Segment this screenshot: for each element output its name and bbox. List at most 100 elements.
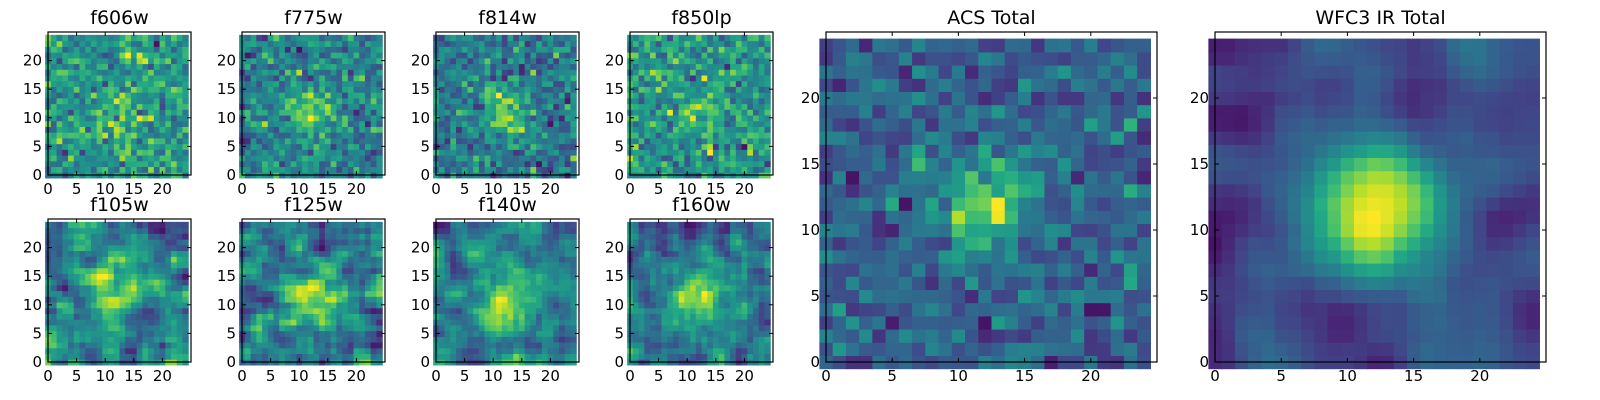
- heatmap-cell: [564, 239, 572, 246]
- x-tick-label: 15: [124, 367, 143, 385]
- heatmap-cell: [119, 86, 126, 93]
- heatmap-cell: [530, 103, 537, 110]
- heatmap-cell: [324, 63, 332, 70]
- heatmap-cell: [764, 166, 771, 173]
- heatmap-cell: [256, 233, 263, 240]
- heatmap-cell: [541, 46, 549, 53]
- heatmap-cell: [90, 120, 98, 127]
- heatmap-cell: [130, 86, 138, 93]
- heatmap-cell: [68, 227, 75, 234]
- heatmap-cell: [284, 221, 292, 229]
- heatmap-cell: [461, 40, 469, 47]
- heatmap-cell: [279, 103, 286, 110]
- heatmap-cell: [68, 137, 75, 145]
- heatmap-cell: [313, 63, 320, 70]
- heatmap-cell: [690, 301, 697, 309]
- heatmap-cell: [85, 149, 92, 156]
- heatmap-cell: [712, 336, 720, 343]
- heatmap-cell: [148, 120, 155, 127]
- heatmap-cell: [319, 57, 326, 65]
- heatmap-cell: [113, 52, 121, 59]
- heatmap-cell: [262, 244, 269, 252]
- heatmap-cell: [661, 330, 668, 337]
- heatmap-cell: [108, 92, 115, 99]
- heatmap-cell: [507, 120, 514, 127]
- heatmap-cell: [564, 166, 572, 173]
- heatmap-cell: [85, 132, 92, 139]
- heatmap-cell: [353, 149, 360, 156]
- heatmap-cell: [558, 160, 566, 168]
- heatmap-cell: [667, 46, 674, 53]
- heatmap-cell: [564, 46, 572, 53]
- heatmap-cell: [558, 97, 566, 105]
- heatmap-cell: [244, 233, 252, 240]
- heatmap-cell: [62, 284, 69, 292]
- heatmap-cell: [153, 160, 161, 168]
- heatmap-cell: [501, 256, 509, 263]
- heatmap-cell: [307, 347, 315, 355]
- heatmap-cell: [108, 74, 115, 82]
- heatmap-cell: [176, 353, 184, 360]
- heatmap-cell: [307, 92, 315, 99]
- heatmap-cell: [672, 284, 680, 292]
- heatmap-cell: [758, 63, 766, 70]
- heatmap-cell: [267, 86, 275, 93]
- heatmap-cell: [747, 57, 754, 65]
- heatmap-cell: [547, 143, 554, 150]
- heatmap-cell: [256, 307, 263, 314]
- heatmap-cell: [438, 154, 446, 162]
- heatmap-cell: [490, 296, 497, 303]
- heatmap-cell: [524, 103, 531, 110]
- heatmap-cell: [159, 313, 166, 320]
- heatmap-cell: [473, 86, 480, 93]
- heatmap-cell: [632, 103, 640, 110]
- heatmap-cell: [279, 296, 286, 303]
- heatmap-cell: [170, 92, 178, 99]
- heatmap-cell: [130, 330, 138, 337]
- heatmap-cell: [707, 34, 714, 42]
- heatmap-cell: [119, 57, 126, 65]
- heatmap-cell: [102, 74, 109, 82]
- heatmap-cell: [73, 307, 81, 314]
- heatmap-cell: [79, 57, 86, 65]
- heatmap-cell: [68, 296, 75, 303]
- heatmap-cell: [296, 143, 303, 150]
- heatmap-cell: [347, 160, 355, 168]
- heatmap-cell: [68, 353, 75, 360]
- heatmap-cell: [90, 313, 98, 320]
- heatmap-cell: [758, 80, 766, 87]
- heatmap-cell: [724, 290, 731, 297]
- heatmap-cell: [130, 120, 138, 127]
- heatmap-cell: [450, 341, 457, 349]
- heatmap-cell: [438, 301, 446, 309]
- heatmap-cell: [518, 154, 526, 162]
- heatmap-cell: [456, 34, 463, 42]
- heatmap-cell: [165, 114, 172, 122]
- heatmap-cell: [136, 250, 143, 257]
- heatmap-cell: [741, 52, 748, 59]
- heatmap-cell: [330, 261, 337, 269]
- heatmap-cell: [50, 40, 58, 47]
- heatmap-cell: [438, 239, 446, 246]
- heatmap-cell: [444, 46, 451, 53]
- heatmap-cell: [153, 347, 161, 355]
- heatmap-cell: [644, 137, 651, 145]
- heatmap-cell: [370, 353, 378, 360]
- heatmap-cell: [438, 330, 446, 337]
- heatmap-cell: [513, 341, 520, 349]
- heatmap-cell: [518, 239, 526, 246]
- heatmap-cell: [632, 154, 640, 162]
- heatmap-cell: [342, 313, 349, 320]
- heatmap-cell: [644, 46, 651, 53]
- y-tick-label: 15: [605, 80, 624, 98]
- heatmap-cell: [530, 86, 537, 93]
- heatmap-cell: [244, 57, 252, 65]
- heatmap-cell: [718, 324, 725, 332]
- heatmap-cell: [524, 69, 531, 76]
- heatmap-cell: [496, 239, 503, 246]
- heatmap-cell: [724, 324, 731, 332]
- heatmap-cell: [655, 290, 663, 297]
- heatmap-cell: [570, 256, 577, 263]
- heatmap-cell: [267, 97, 275, 105]
- heatmap-cell: [507, 166, 514, 173]
